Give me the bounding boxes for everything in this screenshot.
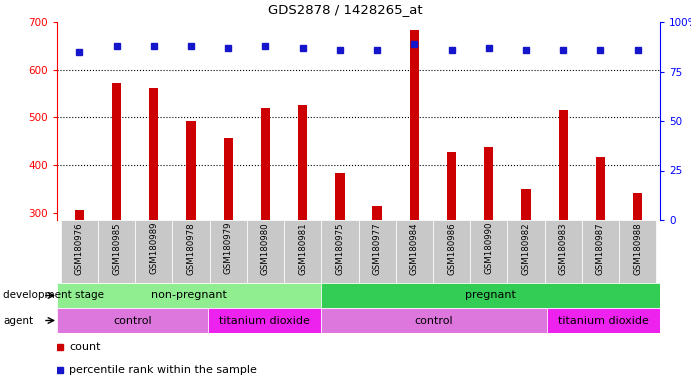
Bar <box>135 220 172 283</box>
Text: GSM180987: GSM180987 <box>596 222 605 275</box>
Text: percentile rank within the sample: percentile rank within the sample <box>69 366 257 376</box>
Bar <box>112 83 121 220</box>
Bar <box>547 308 660 333</box>
Bar <box>335 173 345 220</box>
Bar <box>321 220 359 283</box>
Text: GSM180975: GSM180975 <box>335 222 344 275</box>
Text: development stage: development stage <box>3 291 104 301</box>
Bar <box>447 152 456 220</box>
Text: agent: agent <box>3 316 34 326</box>
Bar <box>75 210 84 220</box>
Bar <box>321 283 660 308</box>
Text: GSM180978: GSM180978 <box>187 222 196 275</box>
Bar <box>433 220 470 283</box>
Bar <box>98 220 135 283</box>
Text: GSM180989: GSM180989 <box>149 222 158 275</box>
Bar <box>261 108 270 220</box>
Text: GSM180977: GSM180977 <box>372 222 381 275</box>
Text: control: control <box>415 316 453 326</box>
Text: titanium dioxide: titanium dioxide <box>558 316 649 326</box>
Bar <box>396 220 433 283</box>
Bar <box>172 220 209 283</box>
Bar <box>521 189 531 220</box>
Bar <box>619 220 656 283</box>
Text: GSM180985: GSM180985 <box>112 222 121 275</box>
Bar <box>187 121 196 220</box>
Bar <box>208 308 321 333</box>
Bar <box>149 88 158 220</box>
Text: non-pregnant: non-pregnant <box>151 291 227 301</box>
Bar <box>57 283 321 308</box>
Bar <box>558 110 568 220</box>
Bar <box>372 206 381 220</box>
Bar <box>247 220 284 283</box>
Bar <box>470 220 507 283</box>
Text: GSM180976: GSM180976 <box>75 222 84 275</box>
Bar <box>284 220 321 283</box>
Text: GSM180990: GSM180990 <box>484 222 493 275</box>
Bar <box>224 138 233 220</box>
Bar <box>209 220 247 283</box>
Bar <box>596 157 605 220</box>
Bar <box>321 308 547 333</box>
Text: GSM180981: GSM180981 <box>299 222 307 275</box>
Bar <box>582 220 619 283</box>
Bar <box>484 147 493 220</box>
Text: pregnant: pregnant <box>465 291 516 301</box>
Text: titanium dioxide: titanium dioxide <box>219 316 310 326</box>
Bar <box>545 220 582 283</box>
Text: GSM180982: GSM180982 <box>522 222 531 275</box>
Text: GSM180983: GSM180983 <box>559 222 568 275</box>
Bar <box>57 308 208 333</box>
Text: GSM180986: GSM180986 <box>447 222 456 275</box>
Bar <box>410 30 419 220</box>
Text: GSM180980: GSM180980 <box>261 222 270 275</box>
Bar <box>298 105 307 220</box>
Bar <box>633 193 643 220</box>
Text: GSM180979: GSM180979 <box>224 222 233 275</box>
Bar <box>359 220 396 283</box>
Text: GSM180988: GSM180988 <box>633 222 642 275</box>
Text: GDS2878 / 1428265_at: GDS2878 / 1428265_at <box>268 3 423 16</box>
Text: control: control <box>113 316 152 326</box>
Text: count: count <box>69 342 101 352</box>
Bar <box>61 220 98 283</box>
Bar <box>507 220 545 283</box>
Text: GSM180984: GSM180984 <box>410 222 419 275</box>
